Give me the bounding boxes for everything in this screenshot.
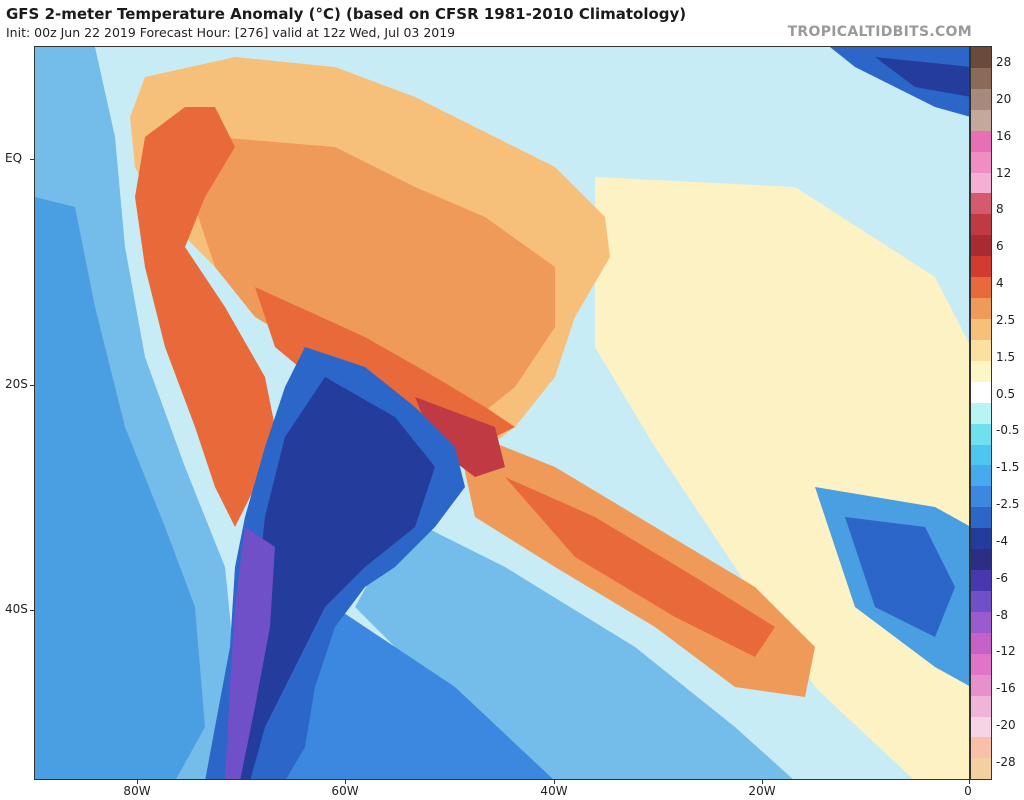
colorbar-swatch <box>971 444 991 466</box>
lat-label-20s: 20S <box>5 377 28 391</box>
colorbar-swatch <box>971 590 991 612</box>
colorbar-swatch <box>971 674 991 696</box>
south-atlantic-cold <box>255 607 553 779</box>
lon-tick <box>554 779 555 784</box>
colorbar-swatch <box>971 67 991 89</box>
colorbar-swatch <box>971 256 991 278</box>
atlantic-warm-area <box>595 177 969 779</box>
colorbar-swatch <box>971 47 991 68</box>
lon-label-40w: 40W <box>540 784 568 798</box>
lon-tick <box>137 779 138 784</box>
colorbar-label: -2.5 <box>996 497 1020 512</box>
colorbar-swatch <box>971 758 991 780</box>
colorbar-swatch <box>971 695 991 717</box>
chart-title: GFS 2-meter Temperature Anomaly (°C) (ba… <box>6 5 687 23</box>
colorbar-label: -6 <box>996 570 1008 585</box>
colorbar-swatch <box>971 151 991 173</box>
colorbar-swatch <box>971 109 991 131</box>
colorbar-swatch <box>971 318 991 340</box>
andes-warm-strip <box>135 107 275 527</box>
forecast-info: Init: 00z Jun 22 2019 Forecast Hour: [27… <box>6 25 456 40</box>
south-atlantic-cool <box>355 517 793 779</box>
colorbar-label: -1.5 <box>996 460 1020 475</box>
colorbar-swatch <box>971 528 991 550</box>
colorbar-labels: 28 20 16 12 8 6 4 2.5 1.5 0.5 -0.5 -1.5 -2.5 -4 -6 -8 -1… <box>996 46 1024 780</box>
interior-warm <box>195 137 555 427</box>
lat-tick <box>30 385 35 386</box>
colorbar-label: 2.5 <box>996 312 1016 327</box>
colorbar-label: -8 <box>996 607 1008 622</box>
africa-colder-corner <box>875 57 969 97</box>
lon-tick <box>345 779 346 784</box>
colorbar-swatch <box>971 130 991 152</box>
colorbar-swatch <box>971 507 991 529</box>
colorbar-swatch <box>971 402 991 424</box>
colorbar-swatch <box>971 737 991 759</box>
colorbar-swatch <box>971 716 991 738</box>
lon-label-0: 0 <box>964 784 972 798</box>
colorbar-swatch <box>971 172 991 194</box>
colorbar-swatch <box>971 486 991 508</box>
southern-continent-colder <box>230 377 435 779</box>
lon-tick <box>762 779 763 784</box>
colorbar-label: -16 <box>996 681 1016 696</box>
colorbar-label: 1.5 <box>996 349 1016 364</box>
colorbar-swatch <box>971 360 991 382</box>
lat-label-40s: 40S <box>5 602 28 616</box>
colorbar-label: 20 <box>996 91 1012 106</box>
temperature-anomaly-map <box>34 46 970 780</box>
colorbar-label: -20 <box>996 718 1016 733</box>
colorbar-label: 16 <box>996 128 1012 143</box>
colorbar-swatch <box>971 235 991 257</box>
lon-label-80w: 80W <box>123 784 151 798</box>
colorbar-label: 4 <box>996 276 1004 291</box>
pacific-cooler-area <box>35 197 205 779</box>
colorbar-label: -0.5 <box>996 423 1020 438</box>
colorbar-swatch <box>971 193 991 215</box>
lat-tick <box>30 159 35 160</box>
colorbar-label: -28 <box>996 755 1016 769</box>
colorbar-swatch <box>971 653 991 675</box>
colorbar-swatch <box>971 611 991 633</box>
colorbar <box>970 46 992 780</box>
colorbar-label: 8 <box>996 202 1004 217</box>
lat-tick <box>30 610 35 611</box>
southeast-hot-spot <box>415 397 505 477</box>
lat-label-eq: EQ <box>5 151 23 165</box>
colorbar-label: 6 <box>996 239 1004 254</box>
colorbar-swatch <box>971 88 991 110</box>
colorbar-swatch <box>971 423 991 445</box>
colorbar-swatch <box>971 570 991 591</box>
colorbar-label: 28 <box>996 55 1012 69</box>
lon-label-60w: 60W <box>331 784 359 798</box>
lon-tick <box>969 779 970 784</box>
colorbar-label: -4 <box>996 533 1008 548</box>
site-watermark: TROPICALTIDBITS.COM <box>787 24 972 40</box>
map-canvas <box>35 47 969 779</box>
colorbar-label: -12 <box>996 644 1016 659</box>
colorbar-swatch <box>971 298 991 319</box>
colorbar-swatch <box>971 381 991 403</box>
colorbar-label: 12 <box>996 165 1012 180</box>
atlantic-warm-plume-core <box>505 477 775 657</box>
colorbar-swatch <box>971 465 991 487</box>
patagonia-cold-strip <box>225 527 275 779</box>
colorbar-swatch <box>971 339 991 361</box>
colorbar-swatch <box>971 277 991 299</box>
lon-label-20w: 20W <box>748 784 776 798</box>
colorbar-label: 0.5 <box>996 386 1016 401</box>
colorbar-swatch <box>971 214 991 236</box>
colorbar-swatch <box>971 549 991 571</box>
atlantic-cold-core <box>845 517 955 637</box>
colorbar-swatch <box>971 632 991 654</box>
interior-hot <box>255 287 515 447</box>
